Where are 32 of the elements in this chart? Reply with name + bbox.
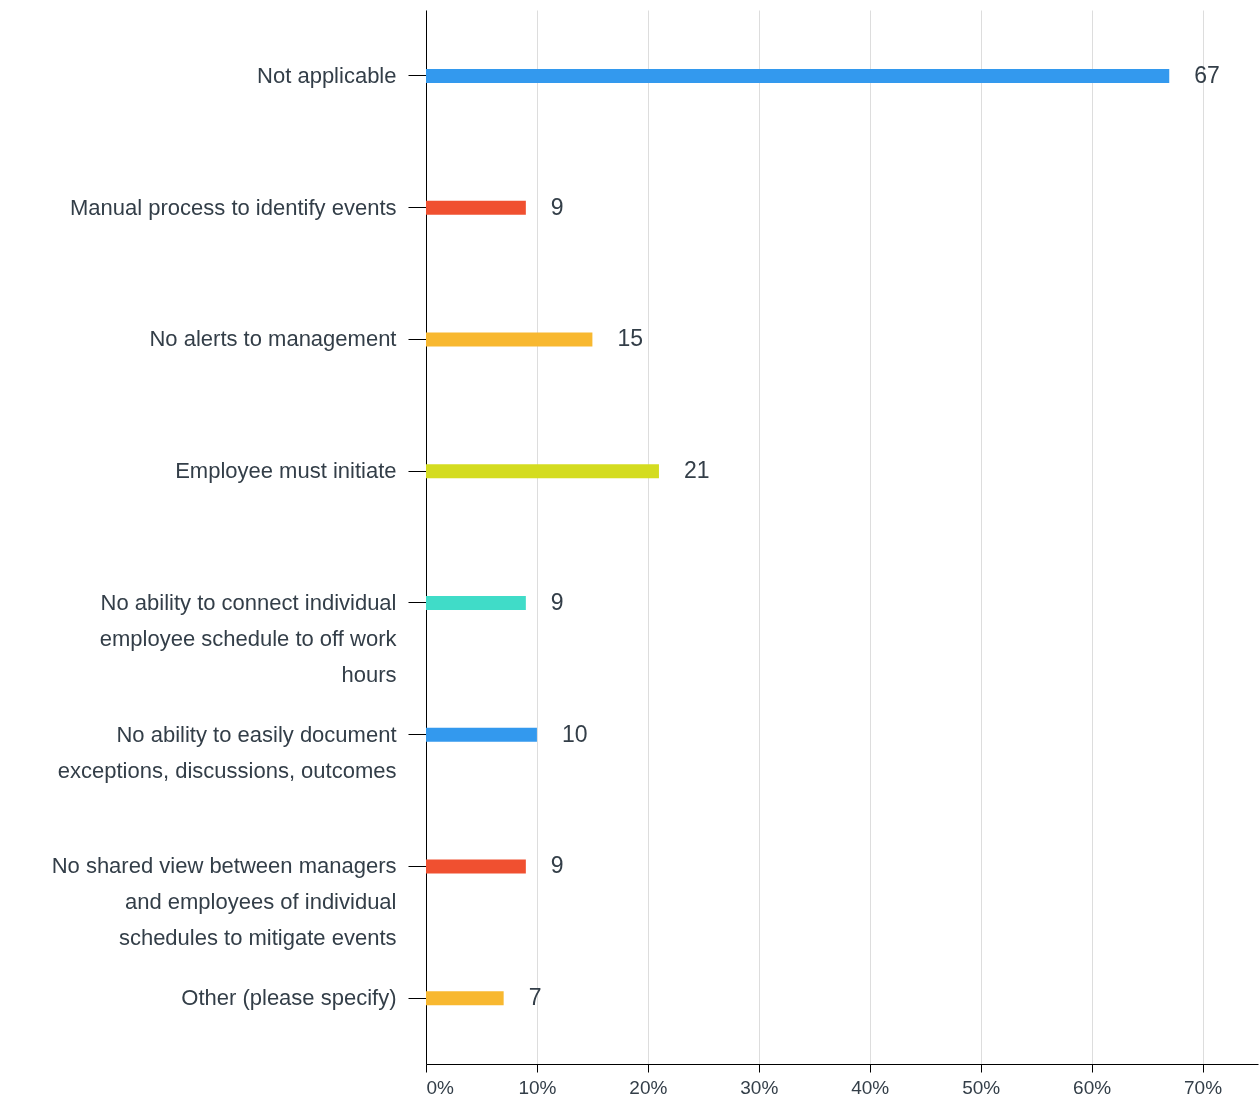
data-label: 67 [1194, 61, 1220, 88]
x-tick-label: 0% [426, 1076, 455, 1098]
data-label: 7 [528, 984, 542, 1011]
data-label: 9 [550, 852, 564, 879]
bar [426, 595, 526, 610]
bar [426, 68, 1170, 83]
y-tick-label: No shared view between managers and employees of individual schedules to mitigate events [51, 853, 397, 951]
data-label: 10 [561, 720, 588, 747]
x-tick-label: 50% [962, 1076, 1001, 1098]
x-tick-label: 60% [1073, 1076, 1112, 1098]
bar [426, 200, 526, 215]
x-tick-label: 40% [851, 1076, 890, 1098]
data-label: 9 [550, 193, 564, 220]
bar [426, 464, 659, 479]
y-tick-label: Other (please specify) [181, 985, 397, 1011]
x-tick-label: 70% [1184, 1076, 1223, 1098]
y-tick-label: No ability to connect individual employee schedule to off work hours [99, 589, 398, 687]
bar [426, 859, 526, 874]
x-tick-label: 10% [518, 1076, 557, 1098]
y-tick-label: No ability to easily document exceptions, discussions, outcomes [57, 721, 397, 783]
data-label: 15 [617, 325, 643, 352]
data-label: 9 [550, 588, 564, 615]
data-label: 21 [683, 457, 710, 484]
y-tick-label: No alerts to management [149, 326, 397, 352]
bar [426, 991, 504, 1006]
y-tick-label: Manual process to identify events [69, 194, 397, 220]
y-tick-label: Not applicable [257, 62, 397, 88]
x-tick-label: 20% [629, 1076, 668, 1098]
bar [426, 332, 593, 347]
y-tick-label: Employee must initiate [175, 458, 397, 484]
x-tick-label: 30% [740, 1076, 779, 1098]
bar [426, 727, 537, 742]
